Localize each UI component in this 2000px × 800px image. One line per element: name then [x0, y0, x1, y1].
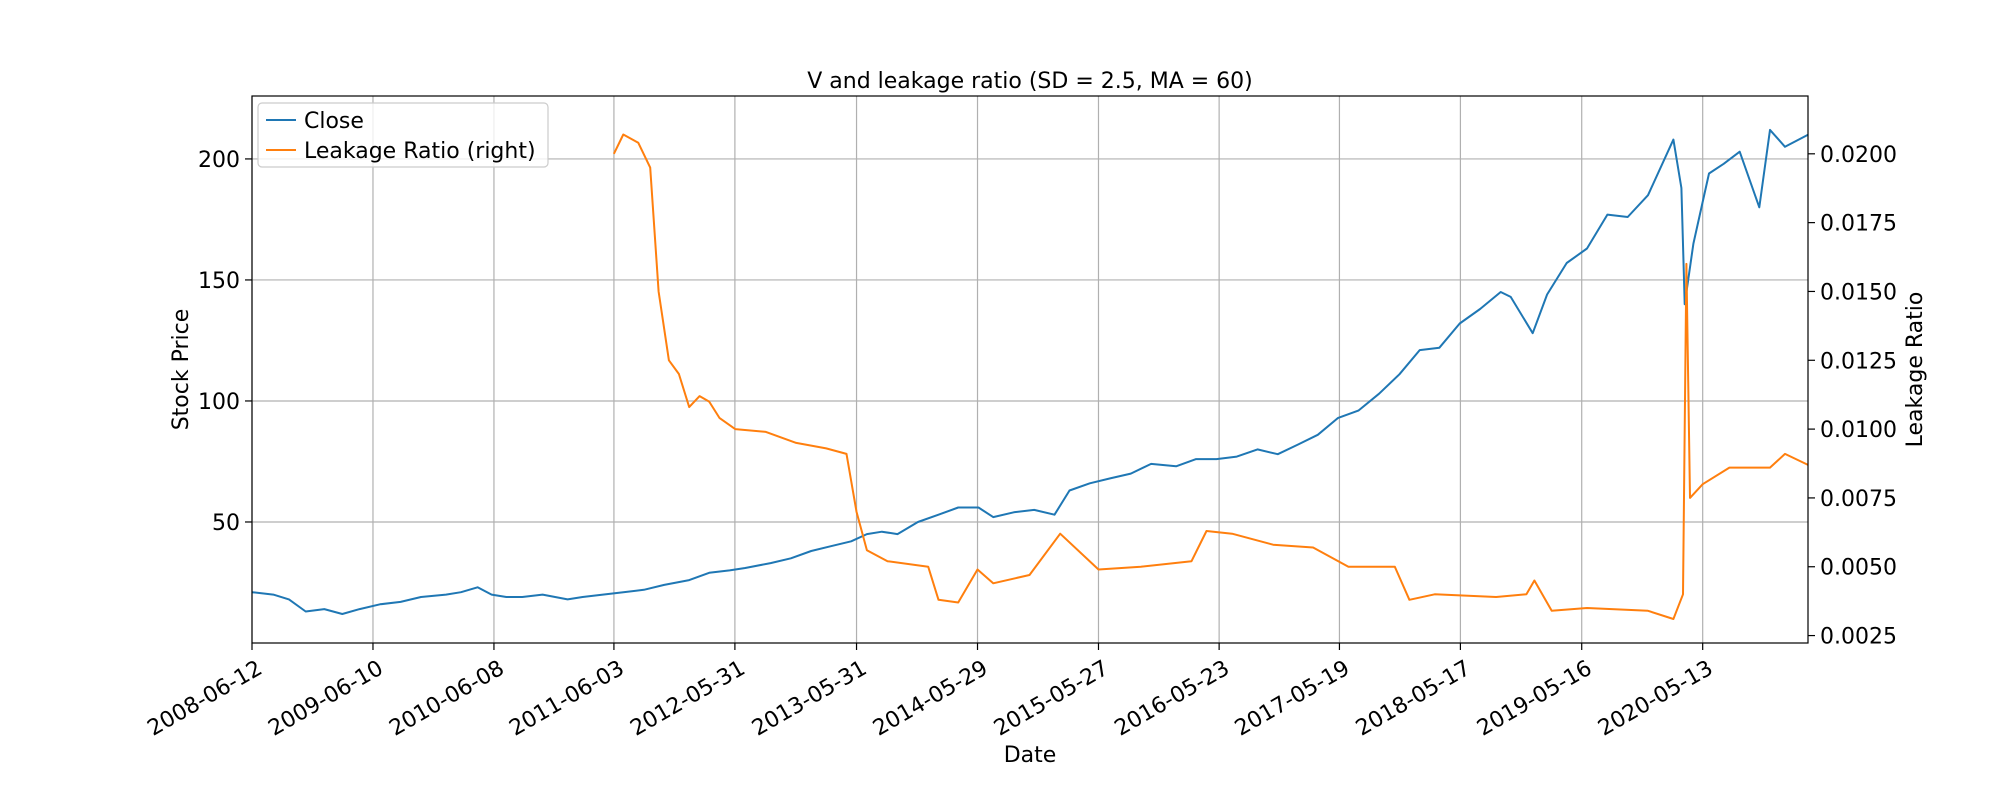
y-right-tick-label: 0.0050: [1820, 556, 1897, 581]
y-right-tick-label: 0.0025: [1820, 625, 1897, 650]
y-right-tick-label: 0.0125: [1820, 349, 1897, 374]
legend-label-close: Close: [304, 109, 364, 134]
series-line-close: [251, 128, 1809, 615]
y-axis-right-label: Leakage Ratio: [1903, 292, 1928, 448]
y-tick-label: 200: [198, 148, 240, 173]
y-right-tick-label: 0.0175: [1820, 212, 1897, 237]
series-line-leakage-ratio: [613, 133, 1809, 620]
chart-title: V and leakage ratio (SD = 2.5, MA = 60): [807, 69, 1253, 94]
x-axis-label: Date: [1004, 743, 1057, 768]
y-tick-label: 150: [198, 269, 240, 294]
y-right-tick-label: 0.0150: [1820, 280, 1897, 305]
y-right-tick-label: 0.0100: [1820, 418, 1897, 443]
y-right-tick-label: 0.0200: [1820, 143, 1897, 168]
legend-box: [257, 102, 549, 168]
legend-label-leakage: Leakage Ratio (right): [304, 139, 536, 164]
y-right-tick-label: 0.0075: [1820, 487, 1897, 512]
plot-lines: [251, 128, 1809, 620]
y-tick-label: 50: [212, 511, 240, 536]
y-tick-label: 100: [198, 390, 240, 415]
legend: Close Leakage Ratio (right): [257, 102, 549, 168]
y-axis-label: Stock Price: [169, 309, 194, 431]
plot-frame: [251, 95, 1809, 644]
grid: [251, 96, 1808, 643]
